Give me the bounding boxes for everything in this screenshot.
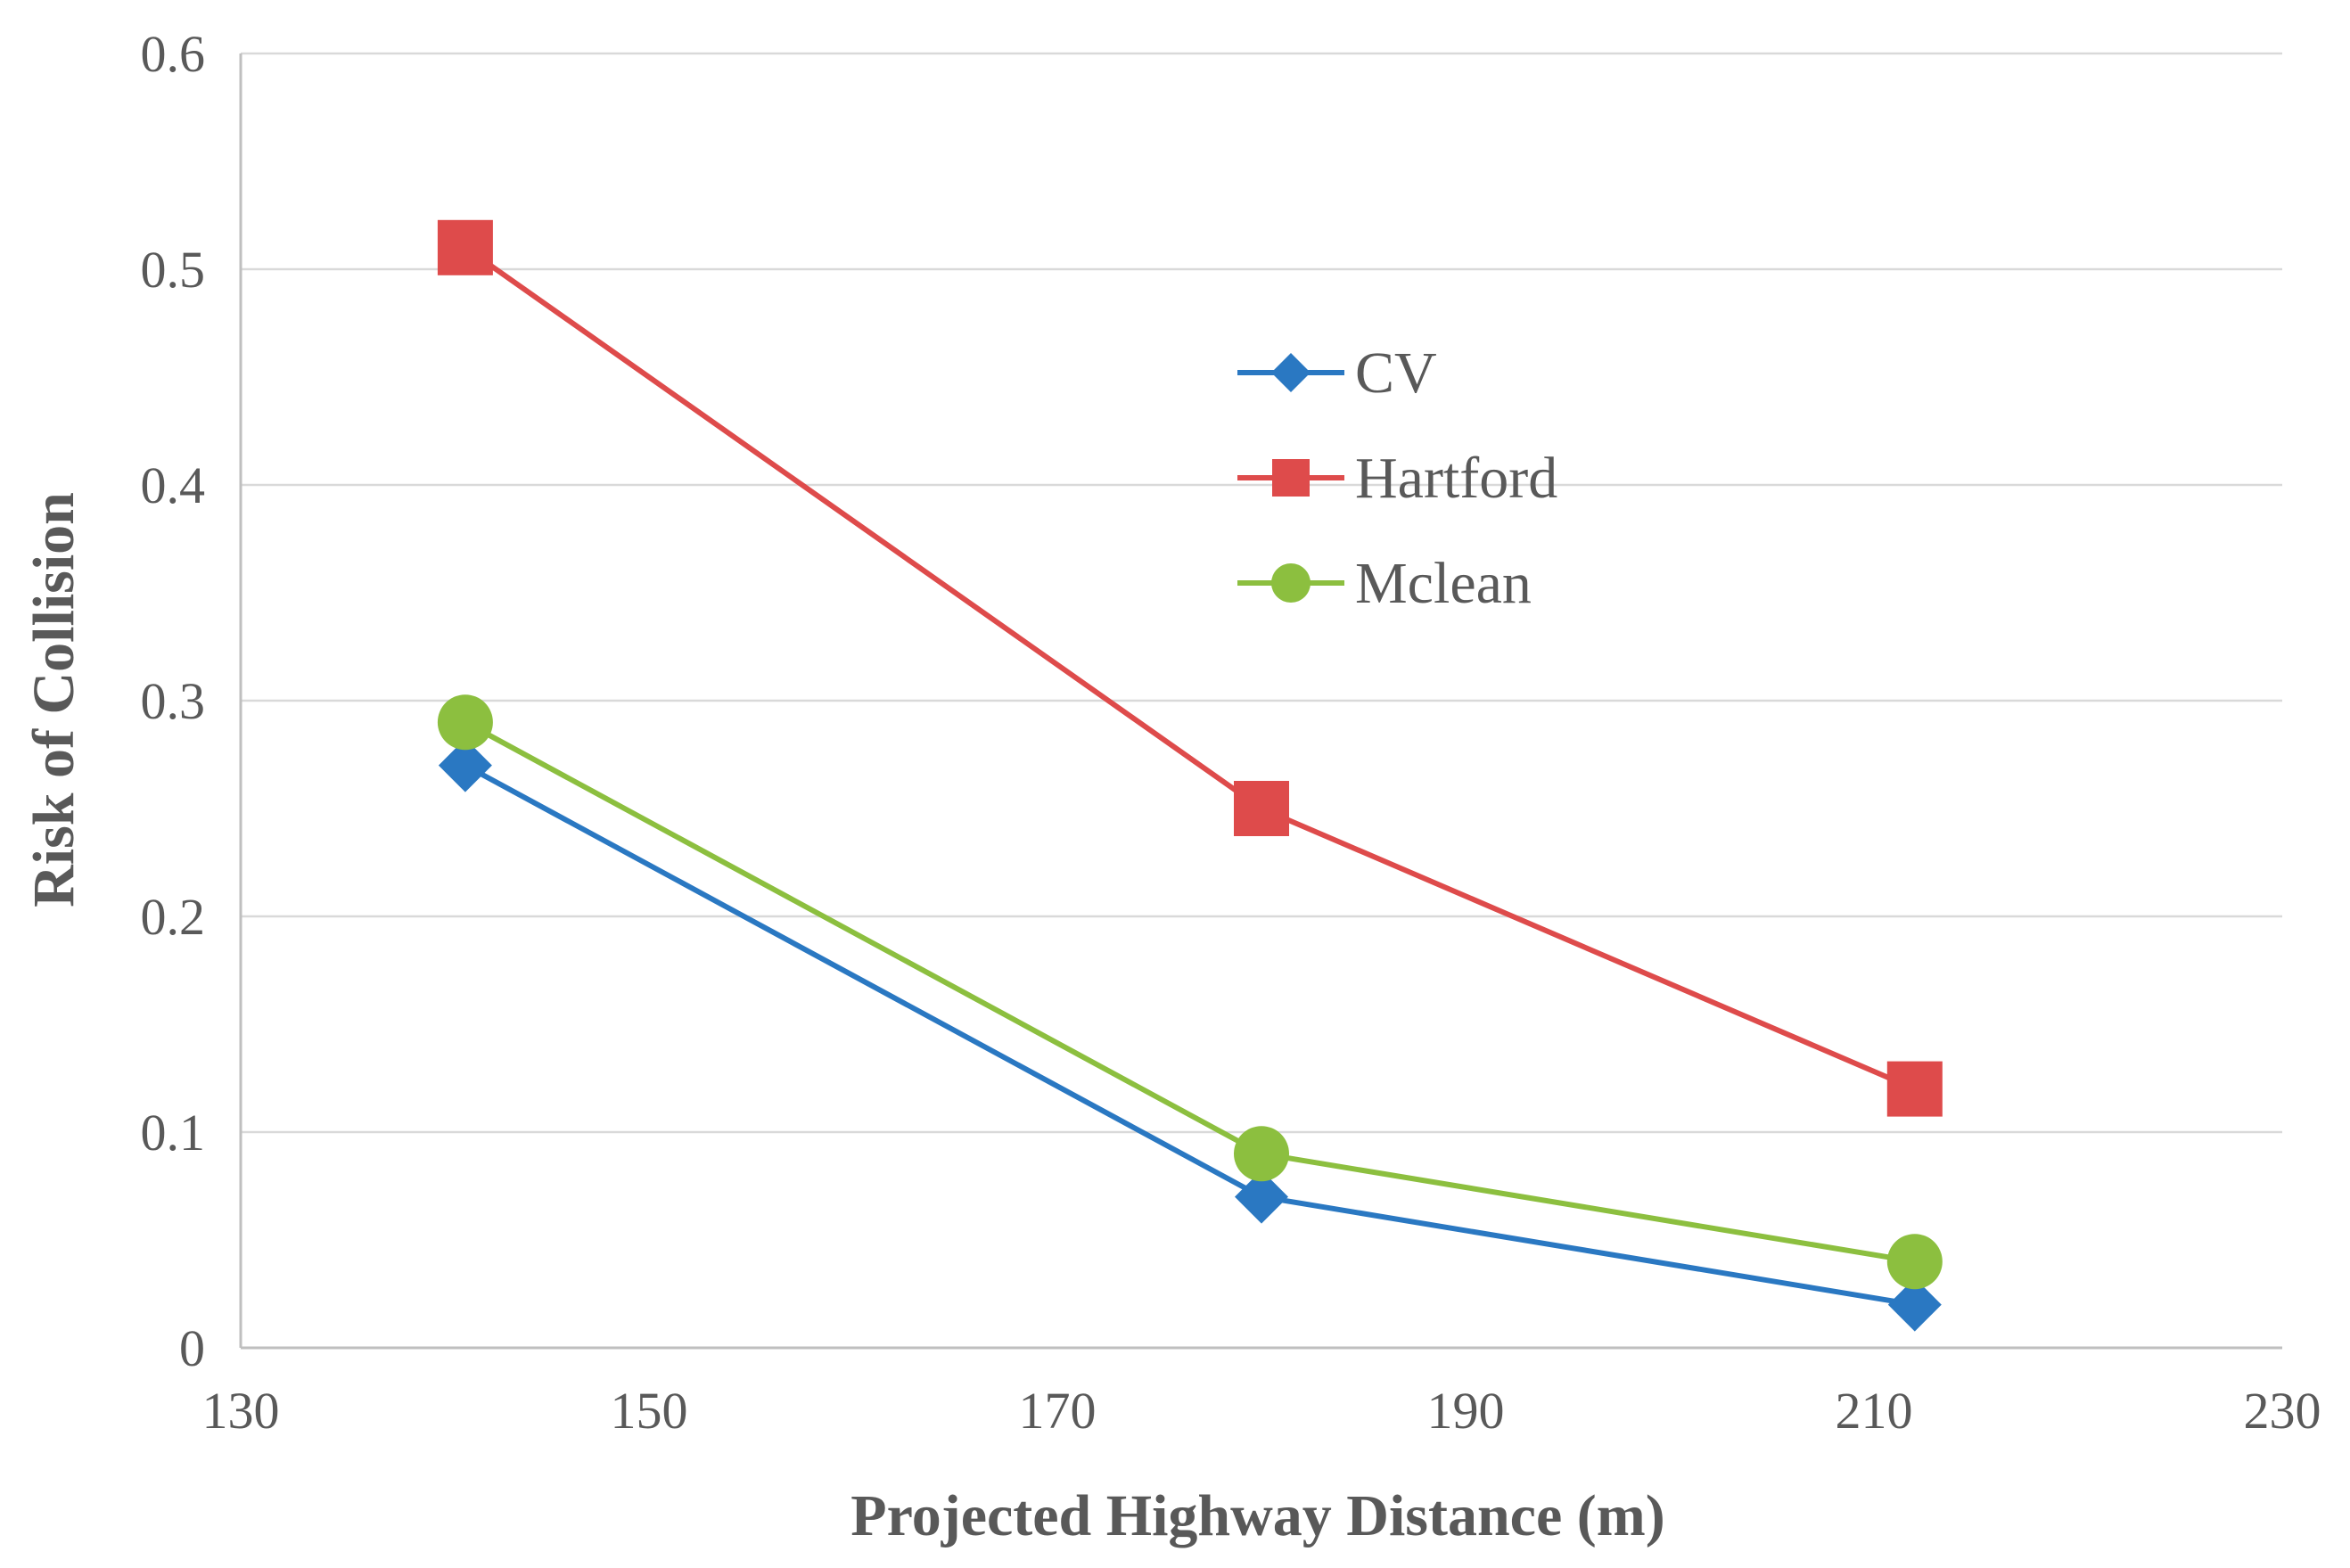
legend-item-mclean: Mclean [1237, 551, 1532, 616]
y-tick-label: 0.6 [141, 25, 206, 83]
y-tick-label: 0.4 [141, 456, 206, 514]
data-point-cv [438, 738, 492, 792]
legend-label: CV [1355, 341, 1437, 406]
series-cv [438, 738, 1942, 1332]
data-point-hartford [1886, 1061, 1943, 1117]
legend-marker [1271, 353, 1311, 392]
y-tick-label: 0.5 [141, 241, 206, 299]
series-hartford [437, 219, 1943, 1117]
y-tick-label: 0.3 [141, 672, 206, 730]
legend-label: Mclean [1355, 551, 1532, 616]
x-tick-label: 190 [1427, 1382, 1505, 1440]
data-point-cv [1235, 1170, 1288, 1224]
data-point-mclean [1886, 1234, 1943, 1290]
x-tick-label: 150 [611, 1382, 688, 1440]
legend-item-cv: CV [1237, 341, 1437, 406]
legend-marker [1272, 459, 1310, 497]
x-axis-title: Projected Highway Distance (m) [850, 1483, 1664, 1548]
y-tick-label: 0 [179, 1319, 205, 1377]
x-tick-label: 170 [1019, 1382, 1097, 1440]
data-point-mclean [437, 694, 493, 751]
data-point-hartford [1234, 781, 1289, 836]
data-point-mclean [1234, 1126, 1289, 1182]
legend-item-hartford: Hartford [1237, 446, 1557, 511]
series [437, 219, 1943, 1332]
data-point-hartford [437, 219, 493, 275]
y-tick-label: 0.1 [141, 1104, 206, 1162]
x-tick-label: 210 [1836, 1382, 1913, 1440]
y-axis-title: Risk of Collision [21, 492, 86, 907]
gridlines [241, 52, 2282, 1134]
series-line-mclean [464, 719, 1916, 1265]
legend: CV Hartford Mclean [1237, 341, 1557, 616]
series-line-hartford [464, 245, 1916, 1092]
series-mclean [437, 694, 1943, 1290]
legend-label: Hartford [1355, 446, 1557, 511]
x-tick-label: 230 [2244, 1382, 2321, 1440]
data-point-cv [1887, 1277, 1942, 1332]
x-tick-labels: 130 150 170 190 210 230 [202, 1382, 2321, 1440]
y-tick-label: 0.2 [141, 888, 206, 946]
y-tick-labels: 0 0.1 0.2 0.3 0.4 0.5 0.6 [141, 25, 206, 1377]
axes [239, 53, 2282, 1350]
x-tick-label: 130 [202, 1382, 280, 1440]
legend-marker [1271, 563, 1311, 603]
